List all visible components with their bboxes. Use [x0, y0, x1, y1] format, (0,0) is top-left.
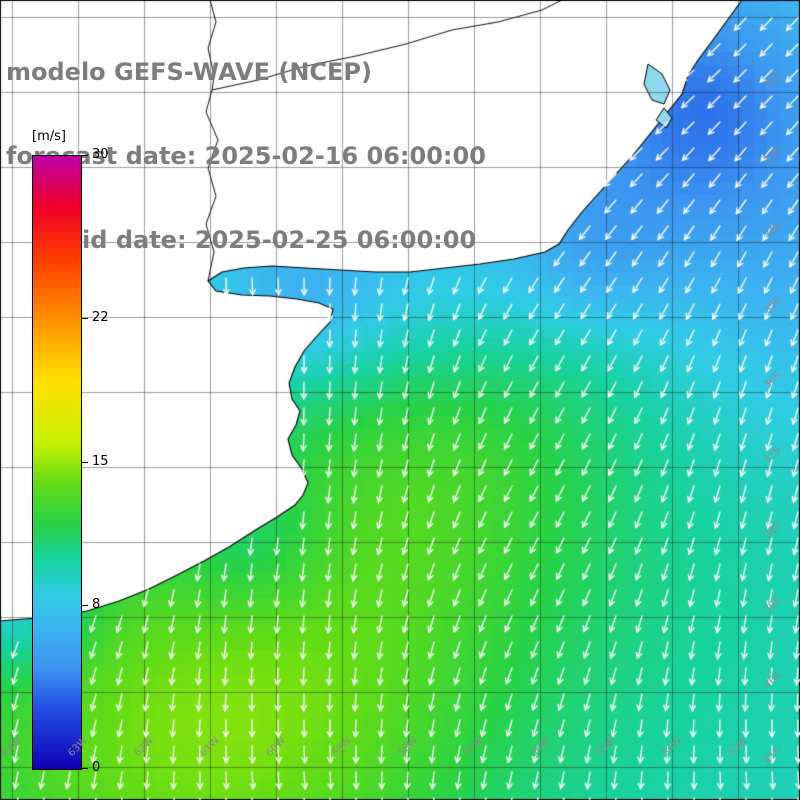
- wave-model-map: modelo GEFS-WAVE (NCEP) forecast date: 2…: [0, 0, 800, 800]
- wind-field-canvas: [0, 0, 800, 800]
